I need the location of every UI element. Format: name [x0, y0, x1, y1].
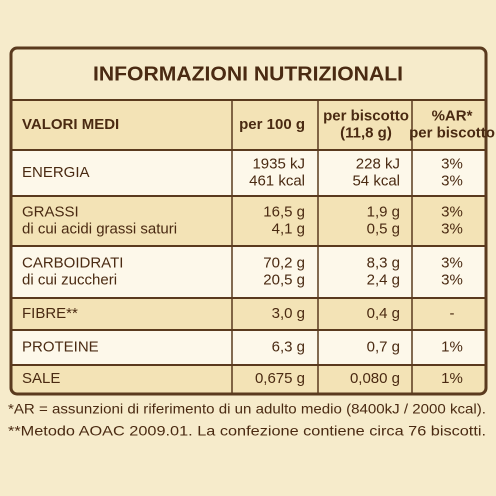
cell-text: 1935 kJ [252, 155, 305, 172]
row-band [12, 196, 485, 246]
cell-text: 0,4 g [367, 305, 400, 322]
cell-text: CARBOIDRATI [22, 254, 123, 271]
label-frame [9, 46, 488, 396]
cell-text: SALE [22, 370, 60, 387]
cell-text: 461 kcal [249, 172, 305, 189]
footnote: **Metodo AOAC 2009.01. La confezione con… [8, 423, 486, 439]
title: INFORMAZIONI NUTRIZIONALI [93, 63, 403, 85]
cell-text: 3% [441, 271, 463, 288]
cell-text: 2,4 g [367, 271, 400, 288]
cell-text: VALORI MEDI [22, 116, 119, 133]
cell-text: 228 kJ [356, 155, 400, 172]
cell-text: FIBRE** [22, 305, 78, 322]
row-band [12, 298, 485, 330]
cell-text: per biscotto [409, 124, 495, 141]
cell-text: 70,2 g [263, 254, 305, 271]
cell-text: 20,5 g [263, 271, 305, 288]
cell-text: 1,9 g [367, 203, 400, 220]
cell-text: 6,3 g [272, 338, 305, 355]
cell-text: di cui acidi grassi saturi [22, 220, 177, 237]
cell-text: GRASSI [22, 203, 79, 220]
cell-text: per 100 g [239, 116, 305, 133]
cell-text: di cui zuccheri [22, 271, 117, 288]
cell-text: 8,3 g [367, 254, 400, 271]
cell-text: per biscotto [323, 107, 409, 124]
row-band [12, 100, 485, 150]
row-band [12, 150, 485, 196]
cell-text: 1% [441, 338, 463, 355]
cell-text: 54 kcal [352, 172, 400, 189]
cell-text: ENERGIA [22, 164, 90, 181]
cell-text: (11,8 g) [340, 124, 392, 141]
row-band [12, 246, 485, 298]
footnote: *AR = assunzioni di riferimento di un ad… [8, 401, 486, 417]
cell-text: 0,080 g [350, 370, 400, 387]
cell-text: 1% [441, 370, 463, 387]
cell-text: 0,5 g [367, 220, 400, 237]
cell-text: 3,0 g [272, 305, 305, 322]
cell-text: 3% [441, 203, 463, 220]
cell-text: 3% [441, 155, 463, 172]
cell-text: 0,675 g [255, 370, 305, 387]
cell-text: 3% [441, 220, 463, 237]
cell-text: 0,7 g [367, 338, 400, 355]
cell-text: - [450, 305, 455, 322]
cell-text: %AR* [432, 107, 473, 124]
cell-text: 4,1 g [272, 220, 305, 237]
row-band [12, 365, 485, 393]
cell-text: 3% [441, 254, 463, 271]
cell-text: 16,5 g [263, 203, 305, 220]
cell-text: 3% [441, 172, 463, 189]
row-band [12, 330, 485, 365]
cell-text: PROTEINE [22, 338, 99, 355]
